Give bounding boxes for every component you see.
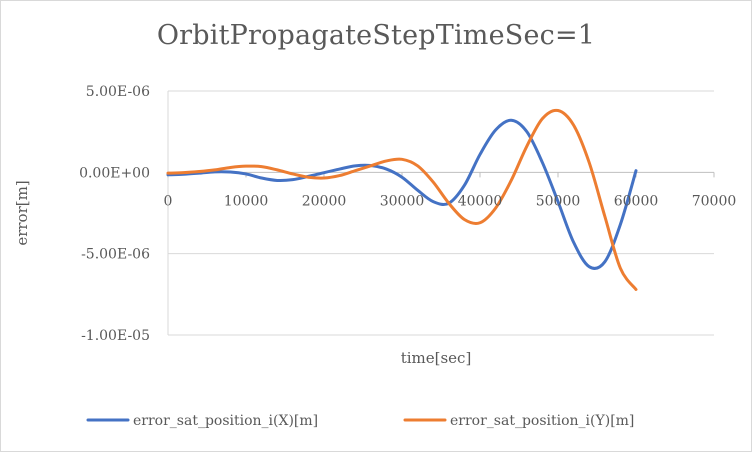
x-tick-label: 30000 — [380, 193, 425, 209]
y-axis-title: error[m] — [13, 180, 31, 245]
x-tick-label: 60000 — [614, 193, 659, 209]
legend-label-2: error_sat_position_i(Y)[m] — [450, 413, 634, 429]
tick-labels: 5.00E-06 0.00E+00 -5.00E-06 -1.00E-05 0 10000… — [79, 84, 736, 344]
y-tick-label: 0.00E+00 — [79, 165, 150, 181]
x-tick-label: 70000 — [692, 193, 737, 209]
x-tick-label: 50000 — [536, 193, 581, 209]
y-tick-label: -5.00E-06 — [81, 247, 150, 263]
x-tick-label: 20000 — [302, 193, 347, 209]
legend: error_sat_position_i(X)[m] error_sat_posi… — [86, 413, 634, 429]
gridlines — [168, 90, 714, 336]
series-line-2 — [166, 108, 638, 291]
legend-label-1: error_sat_position_i(X)[m] — [133, 413, 318, 429]
x-tick-label: 10000 — [224, 193, 269, 209]
axes — [167, 91, 715, 335]
series-line-1 — [166, 118, 638, 270]
y-tick-label: -1.00E-05 — [81, 328, 150, 344]
y-tick-label: 5.00E-06 — [86, 84, 150, 100]
series-lines — [166, 108, 638, 291]
chart-title: OrbitPropagateStepTimeSec=1 — [156, 20, 596, 51]
x-axis-title: time[sec] — [401, 349, 472, 367]
x-tick-label: 40000 — [458, 193, 503, 209]
x-tick-label: 0 — [164, 193, 173, 209]
